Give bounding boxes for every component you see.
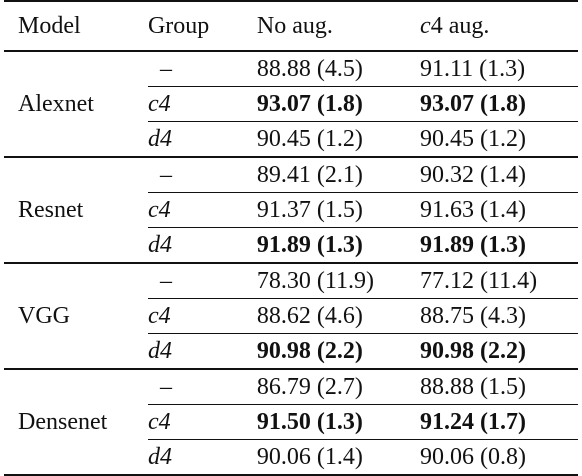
table-row: c4 88.62 (4.6) 88.75 (4.3) <box>4 298 578 334</box>
header-c4-aug: c4 aug. <box>420 1 578 51</box>
header-c4-number: 4 <box>430 13 443 39</box>
no-aug-value-cell: 90.45 (1.2) <box>256 121 421 157</box>
c4-aug-value-cell: 90.32 (1.4) <box>420 156 578 193</box>
table-row: c4 91.50 (1.3) 91.24 (1.7) <box>4 404 578 440</box>
group-cell: d4 <box>147 227 257 263</box>
table-row: Alexnet –88.88 (4.5) 91.11 (1.3) <box>4 50 578 157</box>
table-row: d4 90.98 (2.2) 90.98 (2.2) <box>4 333 578 369</box>
c4-aug-value-cell: 90.98 (2.2) <box>420 333 578 369</box>
c4-aug-value-cell: 77.12 (11.4) <box>420 262 578 299</box>
model-name-cell: Alexnet <box>4 50 148 157</box>
header-c4-symbol: c <box>420 13 431 39</box>
model-name-cell: Densenet <box>4 368 148 476</box>
no-aug-value-cell: 91.37 (1.5) <box>256 192 421 228</box>
no-aug-value-cell: 91.50 (1.3) <box>256 404 421 440</box>
group-cell: d4 <box>147 439 257 476</box>
table-row: c4 93.07 (1.8) 93.07 (1.8) <box>4 86 578 122</box>
no-aug-value-cell: 90.98 (2.2) <box>256 333 421 369</box>
header-no-aug: No aug. <box>256 13 333 39</box>
group-cell: – <box>147 156 257 193</box>
c4-aug-value-cell: 91.63 (1.4) <box>420 192 578 228</box>
table-row: d4 90.06 (1.4) 90.06 (0.8) <box>4 439 578 476</box>
header-model: Model <box>18 13 81 39</box>
table-row: Resnet –89.41 (2.1) 90.32 (1.4) <box>4 156 578 263</box>
group-cell: c4 <box>147 298 257 334</box>
group-cell: d4 <box>147 121 257 157</box>
group-cell: – <box>147 368 257 405</box>
c4-aug-value-cell: 91.89 (1.3) <box>420 227 578 263</box>
no-aug-value-cell: 89.41 (2.1) <box>256 156 421 193</box>
no-aug-value-cell: 93.07 (1.8) <box>256 86 421 122</box>
c4-aug-value-cell: 91.24 (1.7) <box>420 404 578 440</box>
group-cell: c4 <box>147 192 257 228</box>
header-c4-rest: aug. <box>442 13 490 39</box>
c4-aug-value-cell: 88.75 (4.3) <box>420 298 578 334</box>
c4-aug-value-cell: 90.45 (1.2) <box>420 121 578 157</box>
c4-aug-value-cell: 91.11 (1.3) <box>420 50 578 87</box>
group-cell: c4 <box>147 404 257 440</box>
results-table: Model Group No aug. c4 aug. Alexnet –88.8… <box>4 0 578 476</box>
header-group: Group <box>147 13 210 39</box>
group-cell: – <box>147 262 257 299</box>
model-name-cell: VGG <box>4 262 148 369</box>
table-body: Alexnet –88.88 (4.5) 91.11 (1.3) c4 93.07 (1… <box>4 50 578 476</box>
no-aug-value-cell: 88.88 (4.5) <box>256 50 421 87</box>
results-table-container: Model Group No aug. c4 aug. Alexnet –88.8… <box>4 0 578 476</box>
group-cell: d4 <box>147 333 257 369</box>
table-row: c4 91.37 (1.5) 91.63 (1.4) <box>4 192 578 228</box>
no-aug-value-cell: 78.30 (11.9) <box>256 262 421 299</box>
table-row: VGG –78.30 (11.9) 77.12 (11.4) <box>4 262 578 369</box>
table-row: Densenet –86.79 (2.7) 88.88 (1.5) <box>4 368 578 476</box>
no-aug-value-cell: 90.06 (1.4) <box>256 439 421 476</box>
table-row: d4 91.89 (1.3) 91.89 (1.3) <box>4 227 578 263</box>
table-row: d4 90.45 (1.2) 90.45 (1.2) <box>4 121 578 157</box>
header-row: Model Group No aug. c4 aug. <box>4 1 578 51</box>
no-aug-value-cell: 86.79 (2.7) <box>256 368 421 405</box>
group-cell: c4 <box>147 86 257 122</box>
model-name-cell: Resnet <box>4 156 148 263</box>
group-cell: – <box>147 50 257 87</box>
c4-aug-value-cell: 88.88 (1.5) <box>420 368 578 405</box>
c4-aug-value-cell: 93.07 (1.8) <box>420 86 578 122</box>
c4-aug-value-cell: 90.06 (0.8) <box>420 439 578 476</box>
no-aug-value-cell: 91.89 (1.3) <box>256 227 421 263</box>
no-aug-value-cell: 88.62 (4.6) <box>256 298 421 334</box>
